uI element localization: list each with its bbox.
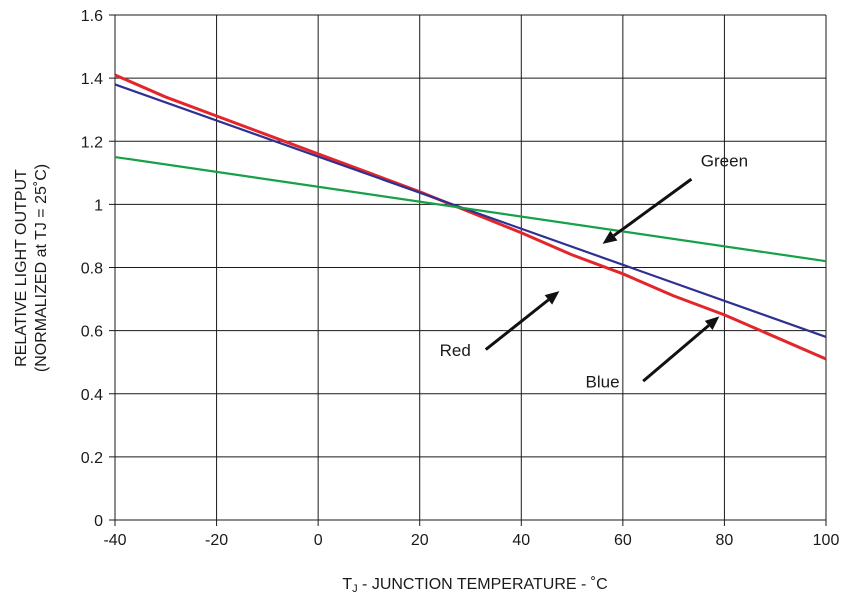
arrowhead-icon bbox=[704, 316, 720, 331]
annotation-arrow-green bbox=[612, 177, 693, 237]
arrowhead-icon bbox=[544, 291, 560, 305]
x-tick-label: -20 bbox=[205, 532, 228, 549]
series-lines bbox=[114, 73, 827, 361]
y-tick-label: 0.8 bbox=[81, 261, 103, 278]
y-tick-label: 1.6 bbox=[81, 8, 103, 25]
y-axis-title-line1: RELATIVE LIGHT OUTPUT bbox=[13, 169, 30, 367]
annotations: Green Red Blue bbox=[440, 152, 748, 392]
x-tick-label: 80 bbox=[716, 532, 734, 549]
tick-labels: -40 -20 0 20 40 60 80 100 0 0.2 0.4 0.6 0.8 1 1.2 1.4 1.… bbox=[81, 8, 840, 549]
annotation-label-blue: Blue bbox=[586, 372, 620, 391]
annotation-arrow-blue bbox=[642, 324, 710, 383]
y-tick-label: 1 bbox=[94, 197, 103, 214]
y-tick-label: 0.6 bbox=[81, 324, 103, 341]
y-tick-label: 0 bbox=[94, 513, 103, 530]
x-tick-label: 40 bbox=[512, 532, 530, 549]
green-series-line bbox=[114, 155, 827, 263]
y-tick-label: 0.2 bbox=[81, 450, 103, 467]
x-tick-label: 20 bbox=[411, 532, 429, 549]
y-tick-label: 1.4 bbox=[81, 71, 103, 88]
x-tick-label: -40 bbox=[103, 532, 126, 549]
annotation-label-red: Red bbox=[440, 341, 471, 360]
y-tick-label: 0.4 bbox=[81, 387, 103, 404]
x-axis-title: TJ - JUNCTION TEMPERATURE - ˚C bbox=[342, 576, 607, 595]
y-axis-title-line2: (NORMALIZED at TJ = 25˚C) bbox=[33, 164, 50, 372]
x-tick-label: 0 bbox=[314, 532, 323, 549]
x-tick-label: 60 bbox=[614, 532, 632, 549]
blue-series-line bbox=[114, 83, 827, 338]
x-tick-label: 100 bbox=[813, 532, 840, 549]
annotation-label-green: Green bbox=[701, 152, 748, 171]
y-tick-label: 1.2 bbox=[81, 134, 103, 151]
arrowhead-icon bbox=[602, 230, 618, 244]
red-series-line bbox=[114, 73, 827, 361]
grid bbox=[109, 14, 827, 526]
annotation-arrow-red bbox=[484, 298, 550, 351]
